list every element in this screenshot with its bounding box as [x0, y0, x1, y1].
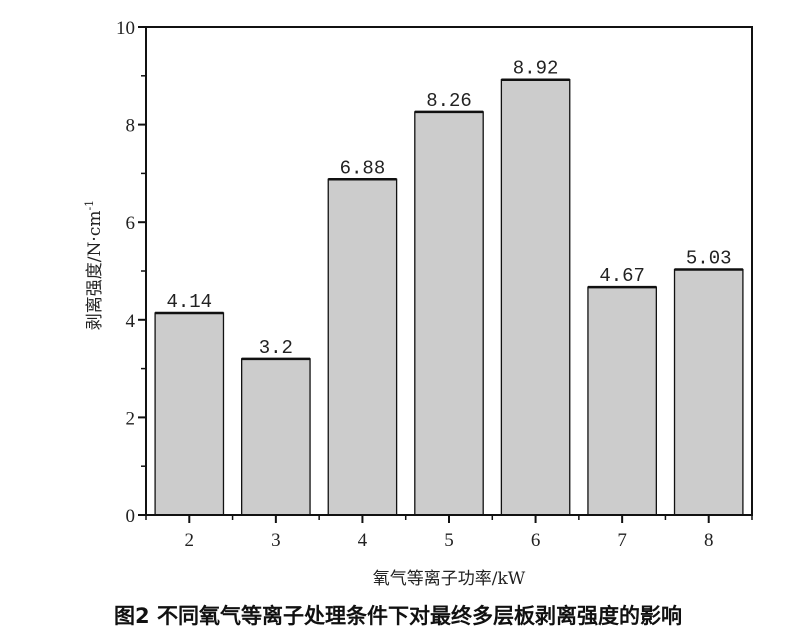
x-tick-label-7: 7: [617, 530, 627, 551]
bar-6: [500, 79, 571, 516]
y-tick-label-0: 0: [126, 506, 136, 527]
y-tick-label-6: 6: [126, 213, 136, 234]
bar-5: [414, 111, 484, 516]
y-tick-label-4: 4: [126, 311, 136, 332]
x-tick-label-2: 2: [185, 530, 195, 551]
bar-7: [587, 286, 657, 516]
x-axis-label: 氧气等离子功率/kW: [373, 569, 526, 589]
x-tick-label-6: 6: [531, 530, 541, 551]
figure-caption: 图2 不同氧气等离子处理条件下对最终多层板剥离强度的影响: [114, 604, 682, 628]
y-tick-label-2: 2: [126, 408, 136, 429]
bar-2: [154, 312, 225, 516]
y-axis-label: 剥离强度/N·cm-1: [83, 200, 105, 330]
y-axis-label-superscript: -1: [83, 200, 96, 211]
plot-frame: [145, 26, 753, 516]
data-label-5: 8.26: [426, 90, 472, 112]
data-label-4: 6.88: [340, 157, 386, 179]
x-tick-label-5: 5: [444, 530, 454, 551]
data-label-8: 5.03: [686, 248, 732, 270]
bar-8: [673, 268, 744, 516]
y-tick-label-8: 8: [126, 116, 136, 137]
x-tick-label-4: 4: [358, 530, 368, 551]
data-label-2: 4.14: [166, 291, 212, 313]
x-tick-label-3: 3: [271, 530, 281, 551]
bar-4: [327, 178, 398, 516]
x-tick-label-8: 8: [704, 530, 714, 551]
data-label-6: 8.92: [513, 58, 559, 80]
data-label-7: 4.67: [599, 265, 645, 287]
data-label-3: 3.2: [259, 337, 293, 359]
y-tick-label-10: 10: [116, 18, 135, 39]
bar-3: [241, 358, 311, 516]
bar-chart: 4.14 2 3.2 3 6.88 4 8.26 5 8.92 6 4.67 7 5.03 8 0 2 4 6 8 1…: [83, 18, 753, 589]
